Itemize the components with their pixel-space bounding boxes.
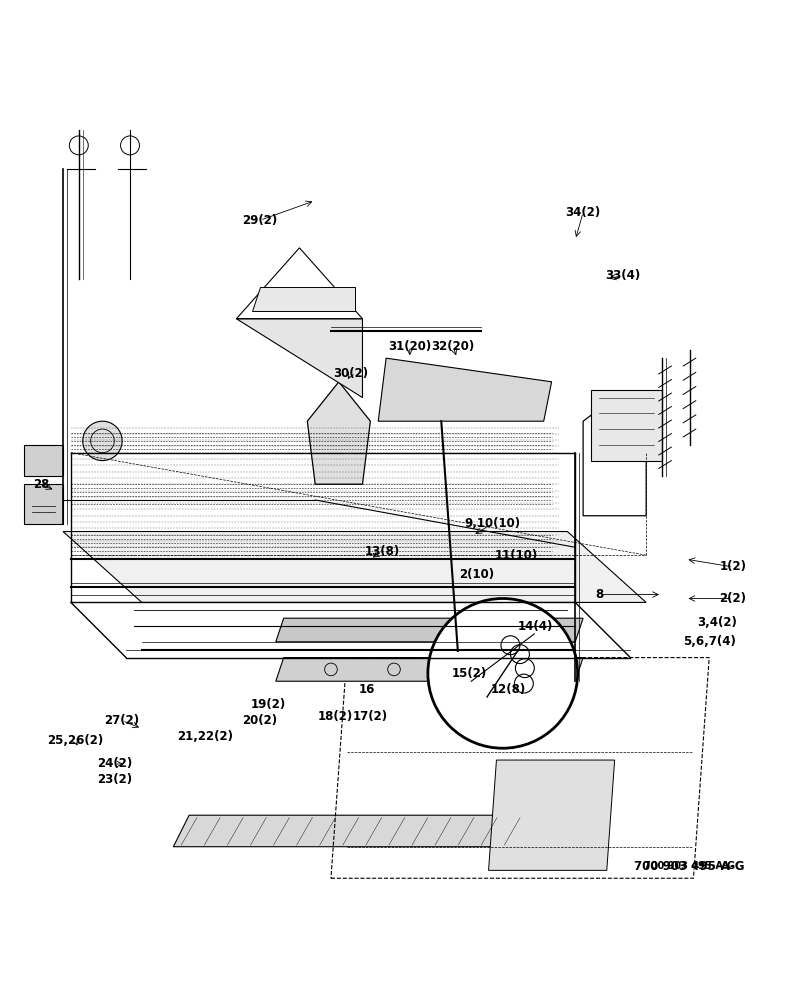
Polygon shape <box>236 319 362 398</box>
Text: 16: 16 <box>359 683 374 696</box>
Text: 33(4): 33(4) <box>605 269 640 282</box>
Polygon shape <box>173 815 528 847</box>
Text: 2(2): 2(2) <box>719 592 746 605</box>
Polygon shape <box>24 484 63 524</box>
Text: 18(2): 18(2) <box>318 710 352 723</box>
Text: 31(20): 31(20) <box>388 340 431 353</box>
Text: 8: 8 <box>595 588 603 601</box>
Text: 14(4): 14(4) <box>519 620 553 633</box>
Text: 21,22(2): 21,22(2) <box>177 730 233 743</box>
Polygon shape <box>276 618 583 642</box>
Text: 3,4(2): 3,4(2) <box>697 616 737 629</box>
Text: 1(2): 1(2) <box>719 560 746 573</box>
Text: 2(10): 2(10) <box>459 568 494 581</box>
Polygon shape <box>307 382 370 484</box>
Polygon shape <box>591 390 662 461</box>
Text: 700 903 495-A-G: 700 903 495-A-G <box>644 861 735 871</box>
Polygon shape <box>24 445 63 476</box>
Text: 34(2): 34(2) <box>566 206 600 219</box>
Text: 24(2): 24(2) <box>97 757 132 770</box>
Text: 25,26(2): 25,26(2) <box>46 734 103 747</box>
Text: 32(20): 32(20) <box>432 340 474 353</box>
Text: 28: 28 <box>33 478 49 491</box>
Circle shape <box>428 598 578 748</box>
Text: 15(2): 15(2) <box>452 667 486 680</box>
Polygon shape <box>489 760 615 870</box>
Text: 13(8): 13(8) <box>365 545 400 558</box>
Polygon shape <box>63 532 646 602</box>
Text: 19(2): 19(2) <box>251 698 285 711</box>
Text: 20(2): 20(2) <box>243 714 277 727</box>
Text: 11(10): 11(10) <box>495 549 537 562</box>
Polygon shape <box>378 358 552 421</box>
Text: 23(2): 23(2) <box>97 773 132 786</box>
Circle shape <box>83 421 122 461</box>
Text: 700 903 495-A-G: 700 903 495-A-G <box>634 860 745 873</box>
Text: 30(2): 30(2) <box>333 367 368 380</box>
Text: 9,10(10): 9,10(10) <box>464 517 521 530</box>
Polygon shape <box>252 287 355 311</box>
Text: 27(2): 27(2) <box>105 714 139 727</box>
Text: 12(8): 12(8) <box>491 683 526 696</box>
Polygon shape <box>276 658 583 681</box>
Text: 5,6,7(4): 5,6,7(4) <box>682 635 736 648</box>
Text: 17(2): 17(2) <box>353 710 388 723</box>
Text: 29(2): 29(2) <box>243 214 277 227</box>
